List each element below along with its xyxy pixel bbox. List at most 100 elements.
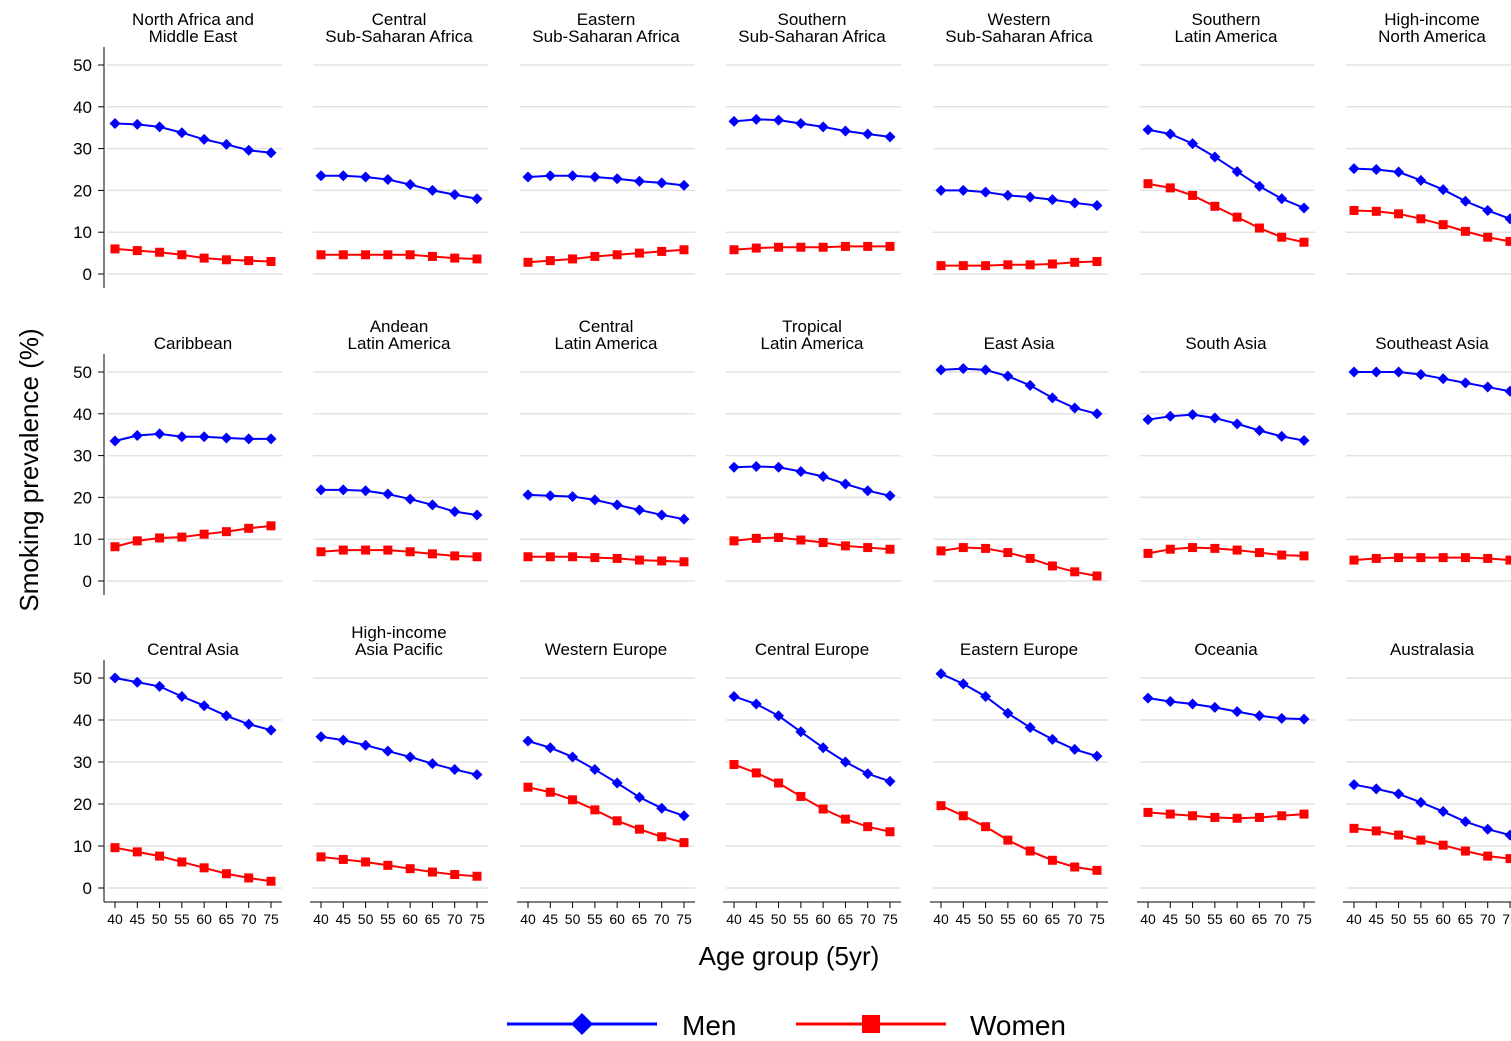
women-marker xyxy=(958,543,968,553)
panel-title: Tropical Latin America xyxy=(761,317,865,353)
women-marker xyxy=(1349,823,1359,833)
women-marker xyxy=(1188,543,1198,553)
women-marker xyxy=(244,523,254,533)
men-marker xyxy=(1459,816,1471,828)
women-marker xyxy=(472,871,482,881)
women-marker xyxy=(1349,205,1359,215)
men-marker xyxy=(935,668,947,680)
women-marker xyxy=(155,247,165,257)
men-marker xyxy=(1187,409,1199,421)
men-marker xyxy=(154,121,166,133)
women-marker xyxy=(221,527,231,537)
panel-title-line: North America xyxy=(1378,27,1486,46)
women-marker xyxy=(885,827,895,837)
men-marker xyxy=(1142,414,1154,426)
panel-title: High-income North America xyxy=(1378,10,1486,46)
women-marker xyxy=(796,535,806,545)
men-marker xyxy=(1437,806,1449,818)
x-tick-label: 70 xyxy=(1274,911,1290,927)
men-marker xyxy=(243,433,255,445)
women-marker xyxy=(1394,209,1404,219)
men-marker xyxy=(935,184,947,196)
men-marker xyxy=(656,802,668,814)
men-marker xyxy=(243,144,255,156)
women-marker xyxy=(266,256,276,266)
men-marker xyxy=(884,131,896,143)
x-tick-label: 70 xyxy=(241,911,257,927)
x-tick-label: 50 xyxy=(1185,911,1201,927)
women-marker xyxy=(361,545,371,555)
women-marker xyxy=(1047,855,1057,865)
men-marker xyxy=(633,791,645,803)
x-tick-label: 75 xyxy=(1502,911,1511,927)
y-tick-label: 50 xyxy=(73,56,92,75)
men-marker xyxy=(1393,166,1405,178)
women-marker xyxy=(1092,571,1102,581)
women-marker xyxy=(818,242,828,252)
x-tick-label: 65 xyxy=(838,911,854,927)
men-marker xyxy=(522,171,534,183)
women-marker xyxy=(1047,561,1057,571)
panel-title-line: Sub-Saharan Africa xyxy=(738,27,886,46)
men-marker xyxy=(773,461,785,473)
women-marker xyxy=(729,245,739,255)
men-marker xyxy=(1069,743,1081,755)
y-tick-label: 10 xyxy=(73,837,92,856)
women-marker xyxy=(110,244,120,254)
y-tick-label: 0 xyxy=(83,879,92,898)
panel-title-line: Southern xyxy=(778,10,847,29)
x-tick-label: 55 xyxy=(587,911,603,927)
women-marker xyxy=(1188,811,1198,821)
women-marker xyxy=(796,791,806,801)
women-marker xyxy=(266,876,276,886)
y-tick-label: 0 xyxy=(83,572,92,591)
women-marker xyxy=(1025,260,1035,270)
women-marker xyxy=(657,832,667,842)
men-marker xyxy=(198,700,210,712)
women-marker xyxy=(1254,548,1264,558)
men-marker xyxy=(656,177,668,189)
women-marker xyxy=(1143,179,1153,189)
men-marker xyxy=(1298,202,1310,214)
men-marker xyxy=(1209,701,1221,713)
women-marker xyxy=(1092,256,1102,266)
men-marker xyxy=(1348,779,1360,791)
women-marker xyxy=(132,847,142,857)
x-tick-label: 50 xyxy=(978,911,994,927)
men-marker xyxy=(360,485,372,497)
men-marker xyxy=(131,430,143,442)
panel-title-line: Latin America xyxy=(555,334,659,353)
men-marker xyxy=(337,484,349,496)
men-marker xyxy=(589,494,601,506)
men-marker xyxy=(1091,199,1103,211)
women-marker xyxy=(405,864,415,874)
x-tick-label: 55 xyxy=(174,911,190,927)
panel-title-line: Oceania xyxy=(1194,640,1258,659)
men-marker xyxy=(337,170,349,182)
men-marker xyxy=(817,121,829,133)
men-marker xyxy=(633,175,645,187)
x-tick-label: 40 xyxy=(107,911,123,927)
men-marker xyxy=(728,461,740,473)
men-marker xyxy=(795,118,807,130)
women-marker xyxy=(958,811,968,821)
women-marker xyxy=(751,243,761,253)
men-marker xyxy=(567,491,579,503)
men-marker xyxy=(176,127,188,139)
men-marker xyxy=(633,504,645,516)
legend: Men Women xyxy=(507,1010,1066,1041)
y-tick-label: 30 xyxy=(73,140,92,159)
men-marker xyxy=(1415,174,1427,186)
x-tick-label: 60 xyxy=(402,911,418,927)
men-marker xyxy=(1504,213,1511,225)
women-marker xyxy=(1003,260,1013,270)
men-marker xyxy=(817,742,829,754)
men-marker xyxy=(1415,369,1427,381)
x-tick-label: 55 xyxy=(380,911,396,927)
x-tick-label: 55 xyxy=(1413,911,1429,927)
panel-title-line: Australasia xyxy=(1390,640,1475,659)
men-marker xyxy=(544,490,556,502)
x-tick-label: 75 xyxy=(882,911,898,927)
panel: 40 45 50 55 60 65 70 75 Central Europe xyxy=(723,640,901,927)
